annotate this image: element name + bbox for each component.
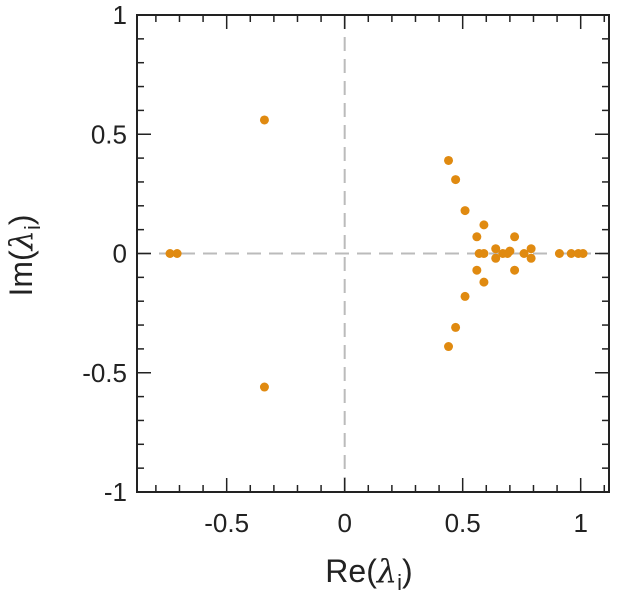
x-tick-label: 0 — [337, 508, 351, 538]
data-point — [165, 249, 175, 258]
x-axis-label-prefix: Re( — [325, 553, 377, 589]
x-tick-labels: -0.5 0 0.5 1 — [204, 508, 588, 538]
data-point — [479, 249, 489, 258]
x-tick-label: 0.5 — [445, 508, 481, 538]
y-axis-label-symbol: λ — [2, 230, 40, 252]
y-axis-label-prefix: Im( — [3, 250, 39, 297]
x-axis-label-symbol: λ — [375, 552, 397, 590]
x-tick-label: 1 — [573, 508, 587, 538]
data-point — [491, 253, 501, 263]
y-tick-label: 1 — [113, 0, 127, 30]
x-axis-label-subscript: i — [397, 570, 402, 595]
data-point — [444, 155, 454, 165]
y-tick-label: 0 — [113, 239, 127, 269]
reference-lines — [137, 15, 609, 492]
x-axis-label: Re(λi) — [325, 552, 412, 595]
data-point — [526, 253, 536, 263]
data-points — [165, 115, 588, 392]
data-point — [505, 246, 515, 256]
y-tick-labels: -1 -0.5 0 0.5 1 — [82, 0, 127, 507]
data-point — [451, 322, 461, 332]
x-tick-label: -0.5 — [204, 508, 249, 538]
y-axis-label: Im(λi) — [2, 214, 45, 296]
data-point — [460, 206, 470, 216]
data-point — [554, 249, 564, 258]
plot-frame — [136, 14, 610, 493]
data-point — [578, 249, 588, 258]
data-point — [510, 232, 520, 242]
data-point — [479, 220, 489, 230]
data-point — [259, 382, 269, 392]
data-point — [444, 342, 454, 352]
minor-ticks — [137, 15, 609, 492]
data-point — [519, 249, 529, 258]
data-point — [259, 115, 269, 125]
y-tick-label: 0.5 — [91, 119, 127, 149]
data-point — [566, 249, 576, 258]
data-point — [460, 291, 470, 301]
data-point — [451, 175, 461, 185]
data-point — [479, 277, 489, 287]
x-axis-label-suffix: ) — [402, 553, 413, 589]
data-point — [472, 232, 482, 242]
data-point — [472, 265, 482, 275]
data-point — [526, 244, 536, 254]
y-tick-label: -0.5 — [82, 358, 127, 388]
data-point — [491, 244, 501, 254]
y-axis-label-suffix: ) — [3, 214, 39, 225]
y-tick-label: -1 — [104, 477, 127, 507]
data-point — [172, 249, 182, 258]
y-axis-label-subscript: i — [20, 225, 45, 230]
data-point — [510, 265, 520, 275]
